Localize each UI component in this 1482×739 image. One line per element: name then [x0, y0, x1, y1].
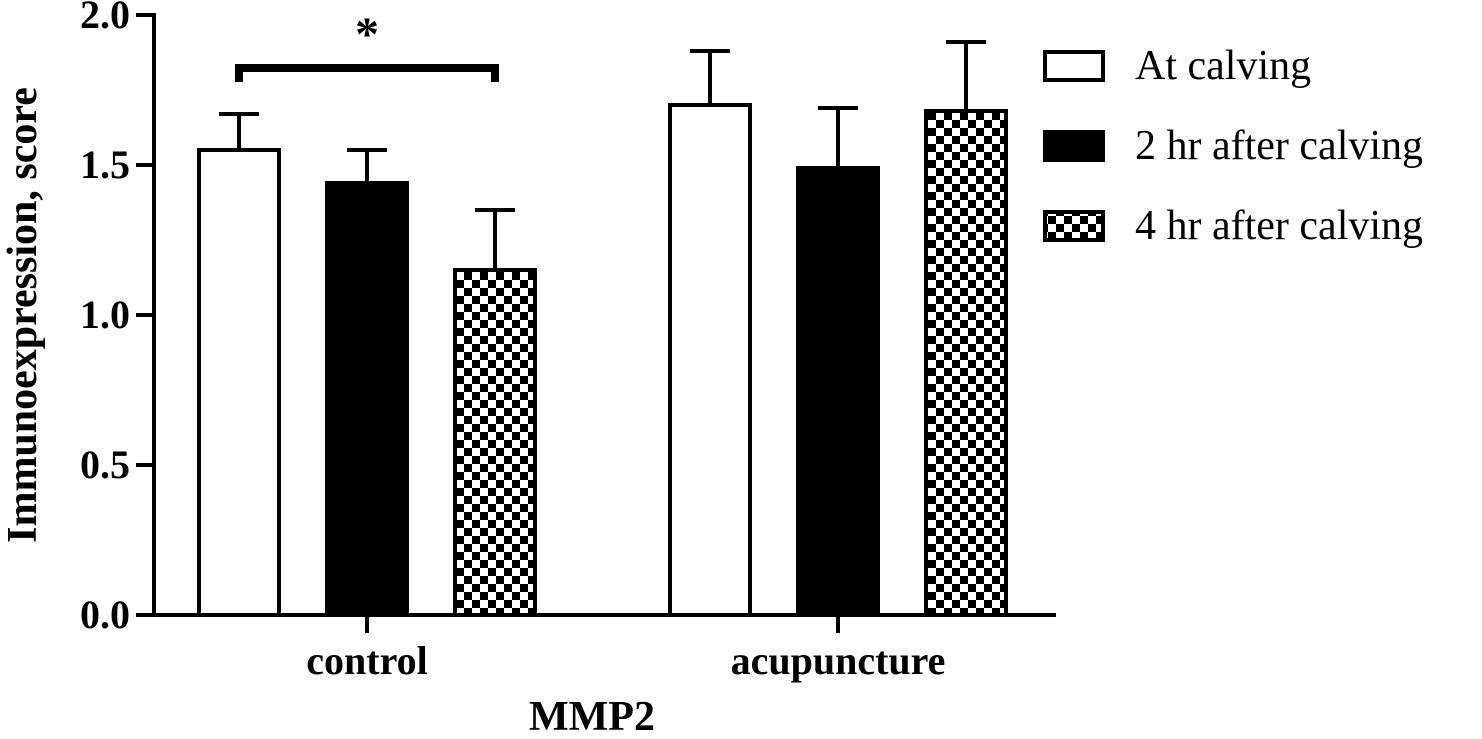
x-axis-title: MMP2	[529, 694, 655, 739]
y-tick-label: 0.5	[80, 442, 130, 487]
legend-label: 2 hr after calving	[1135, 123, 1423, 169]
legend-label: 4 hr after calving	[1135, 203, 1423, 249]
legend-swatch	[1043, 130, 1105, 162]
x-tick-label: acupuncture	[731, 638, 946, 683]
y-tick-label: 0.0	[80, 592, 130, 637]
legend-swatch	[1043, 210, 1105, 242]
y-tick-label: 1.0	[80, 292, 130, 337]
legend-label: At calving	[1135, 43, 1311, 89]
bar	[668, 103, 752, 617]
y-tick-label: 1.5	[80, 142, 130, 187]
y-axis-title: Immunoexpression, score	[0, 87, 46, 543]
x-tick-label: control	[306, 638, 427, 683]
bar	[325, 181, 409, 617]
bar	[796, 166, 880, 617]
significance-marker: *	[355, 8, 379, 61]
bar	[453, 268, 537, 617]
bar	[197, 148, 281, 617]
y-tick-label: 2.0	[80, 0, 130, 37]
bar	[924, 109, 1008, 617]
legend-swatch	[1043, 50, 1105, 82]
